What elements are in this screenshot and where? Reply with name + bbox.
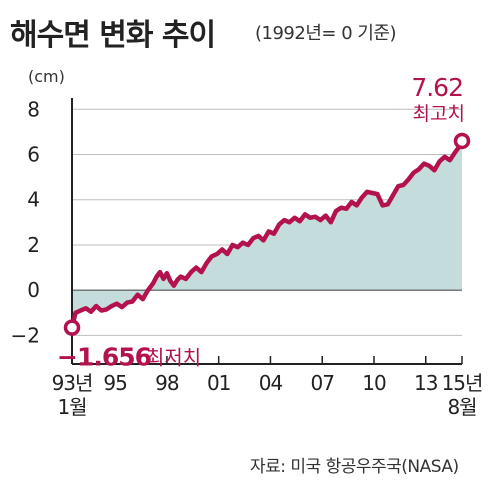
- max-annotation-label: 최고치: [413, 103, 465, 125]
- y-tick-label: 4: [27, 188, 40, 212]
- max-point-marker: [453, 132, 471, 150]
- x-tick-label: 10: [362, 371, 386, 395]
- x-tick-label: 93년: [52, 371, 93, 395]
- series-line: [69, 138, 465, 330]
- y-unit-label: (cm): [28, 67, 65, 86]
- y-tick-label: 8: [27, 97, 40, 121]
- min-point-marker: [63, 319, 81, 336]
- x-tick-label: 95: [103, 371, 126, 395]
- y-tick-label: 2: [27, 233, 40, 257]
- y-tick-label: 0: [27, 278, 40, 302]
- x-tick-label: 13: [414, 371, 438, 395]
- x-tick-sublabel: 8월: [447, 395, 476, 419]
- source-note: 자료: 미국 항공우주국(NASA): [250, 457, 459, 477]
- chart-subtitle: (1992년= 0 기준): [255, 23, 397, 44]
- x-tick-label: 04: [259, 371, 283, 395]
- x-tick-label: 01: [207, 371, 230, 395]
- y-tick-label: 6: [27, 143, 40, 167]
- chart-title: 해수면 변화 추이: [10, 18, 216, 53]
- y-tick-label: −2: [11, 323, 40, 347]
- x-tick-sublabel: 1월: [57, 395, 86, 419]
- min-value-label: −1.656: [57, 343, 152, 372]
- max-value-label: 7.62: [411, 73, 463, 102]
- x-tick-label: 15년: [442, 371, 483, 395]
- min-annotation-label: 최저치: [146, 346, 201, 370]
- x-tick-label: 07: [310, 371, 334, 395]
- x-tick-label: 98: [155, 371, 179, 395]
